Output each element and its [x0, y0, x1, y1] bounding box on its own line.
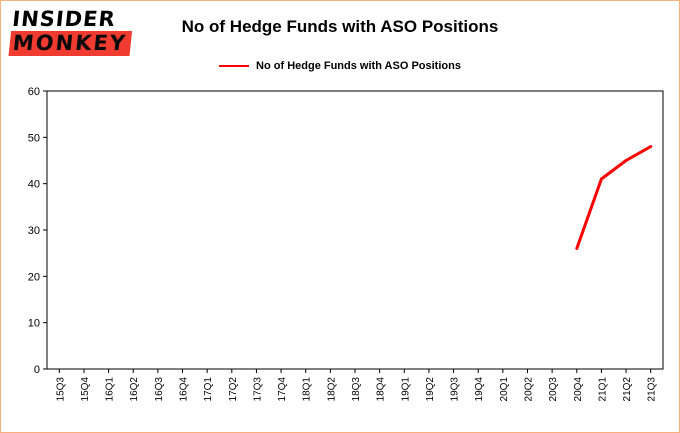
x-axis-tick-label: 20Q2	[523, 377, 534, 402]
x-axis-tick-label: 20Q4	[573, 377, 584, 402]
x-axis-tick-label: 19Q4	[474, 377, 485, 402]
x-axis-tick-label: 16Q3	[154, 377, 165, 402]
x-axis-tick-label: 17Q4	[277, 377, 288, 402]
x-axis-tick-label: 15Q3	[55, 377, 66, 402]
y-axis-tick-label: 50	[28, 132, 40, 144]
y-axis-tick-label: 30	[28, 225, 40, 237]
y-axis-tick-label: 60	[28, 86, 40, 98]
x-axis-tick-label: 18Q1	[302, 377, 313, 402]
legend: No of Hedge Funds with ASO Positions	[1, 60, 679, 72]
chart: 0 10 20 30 40 50 60 15Q3 15Q4 16Q1 16Q2 16Q3 16Q4 17Q…	[28, 86, 664, 402]
x-axis-tick-label: 16Q1	[105, 377, 116, 402]
x-axis-tick-label: 16Q4	[179, 377, 190, 402]
x-axis-tick-label: 19Q2	[425, 377, 436, 402]
plot-area	[46, 90, 664, 370]
y-axis-tick-label: 10	[28, 318, 40, 330]
legend-line-marker	[219, 65, 250, 67]
x-axis-tick-label: 18Q3	[351, 377, 362, 402]
x-axis-tick-label: 21Q3	[647, 377, 658, 402]
x-axis-tick-label: 16Q2	[129, 377, 140, 402]
x-axis-tick-label: 21Q1	[597, 377, 608, 402]
x-axis-tick-label: 17Q3	[252, 377, 263, 402]
x-axis-tick-label: 21Q2	[622, 377, 633, 402]
x-axis-tick-label: 19Q3	[450, 377, 461, 402]
y-axis-tick-label: 20	[28, 271, 40, 283]
x-axis-tick-label: 15Q4	[80, 377, 91, 402]
x-axis-tick-label: 18Q4	[376, 377, 387, 402]
y-axis-tick-label: 0	[34, 364, 40, 376]
chart-title: No of Hedge Funds with ASO Positions	[181, 17, 499, 36]
y-axis-tick-label: 40	[28, 179, 40, 191]
x-axis-tick-label: 17Q2	[228, 377, 239, 402]
x-axis-tick-label: 20Q1	[499, 377, 510, 402]
x-axis-tick-label: 18Q2	[326, 377, 337, 402]
x-axis-tick-label: 17Q1	[203, 377, 214, 402]
legend-label: No of Hedge Funds with ASO Positions	[256, 60, 461, 72]
x-axis-tick-label: 20Q3	[548, 377, 559, 402]
x-axis-tick-label: 19Q1	[400, 377, 411, 402]
hedge-funds-line	[575, 145, 653, 250]
